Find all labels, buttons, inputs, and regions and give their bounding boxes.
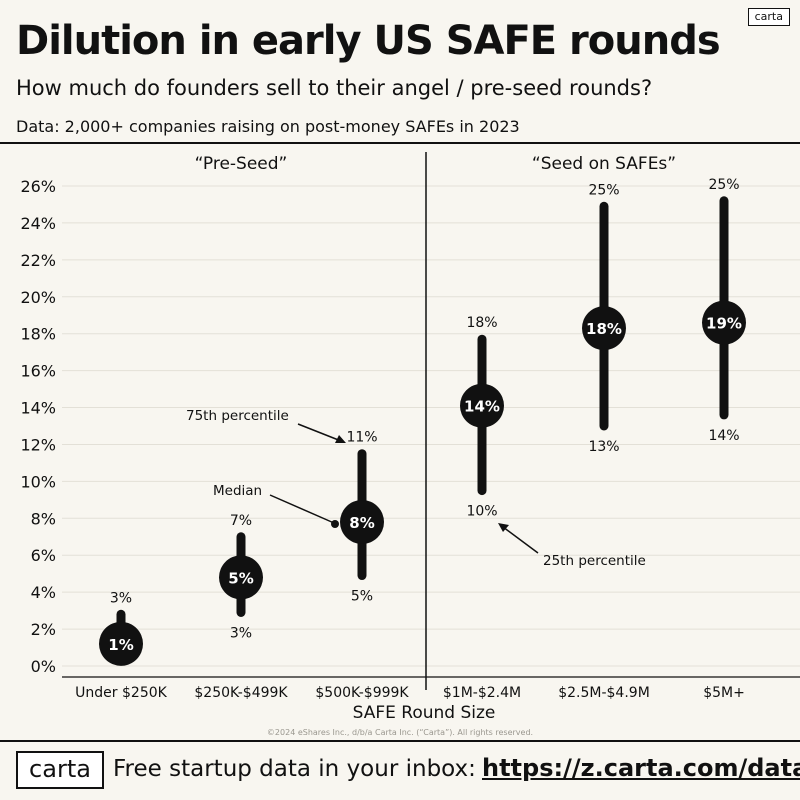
group-label-seed-on-safes: “Seed on SAFEs”	[532, 154, 676, 174]
median-label: 8%	[349, 514, 374, 532]
y-tick-label: 18%	[20, 325, 56, 344]
median-dot	[340, 500, 384, 544]
p75-label: 18%	[466, 315, 497, 331]
median-dot	[582, 306, 626, 351]
x-tick-label: $5M+	[703, 685, 745, 701]
annotation-arrow-25th	[502, 526, 539, 554]
dilution-chart: 0% 2% 4% 6% 8% 10% 12% 14% 16% 18% 20% 22% 24% 26% “Pr…	[20, 152, 800, 737]
p75-label: 3%	[110, 590, 132, 606]
median-dot	[219, 555, 263, 600]
page-title: Dilution in early US SAFE rounds	[16, 18, 721, 64]
y-tick-label: 16%	[20, 362, 56, 381]
x-tick-label: $1M-$2.4M	[443, 685, 521, 701]
median-dot	[99, 621, 143, 666]
newsletter-link[interactable]: https://z.carta.com/data	[482, 754, 800, 782]
median-label: 19%	[706, 315, 742, 333]
x-tick-label: $250K-$499K	[194, 685, 288, 701]
p75-label: 7%	[230, 513, 252, 529]
p75-label: 11%	[346, 430, 377, 446]
footer-text: Free startup data in your inbox:	[113, 756, 476, 782]
y-tick-label: 2%	[31, 620, 56, 639]
median-dot	[460, 383, 504, 428]
copyright-text: ©2024 eShares Inc., d/b/a Carta Inc. (“C…	[267, 728, 533, 737]
x-axis-title: SAFE Round Size	[353, 703, 496, 723]
p25-label: 3%	[230, 625, 252, 641]
group-label-pre-seed: “Pre-Seed”	[195, 154, 288, 174]
x-tick-label: $500K-$999K	[315, 685, 409, 701]
y-tick-label: 12%	[20, 435, 56, 454]
y-tick-label: 6%	[31, 546, 56, 565]
annotation-arrowhead-75th	[335, 435, 346, 443]
carta-badge: carta	[747, 8, 790, 26]
y-tick-label: 0%	[31, 657, 56, 676]
footer: carta Free startup data in your inbox: h…	[0, 744, 800, 800]
p75-label: 25%	[588, 182, 619, 198]
annotation-75th-percentile: 75th percentile	[186, 408, 289, 424]
y-tick-label: 24%	[20, 214, 56, 233]
y-tick-label: 20%	[20, 288, 56, 307]
annotation-line-median	[269, 494, 335, 524]
p25-label: 5%	[351, 589, 373, 605]
y-tick-label: 4%	[31, 583, 56, 602]
median-label: 14%	[464, 398, 500, 416]
y-tick-label: 22%	[20, 251, 56, 270]
median-label: 1%	[108, 636, 133, 654]
x-tick-label: Under $250K	[75, 685, 167, 701]
p25-label: 14%	[708, 428, 739, 444]
data-source-note: Data: 2,000+ companies raising on post-m…	[16, 117, 520, 136]
footer-divider	[0, 740, 800, 742]
page-subtitle: How much do founders sell to their angel…	[16, 76, 653, 100]
p75-label: 25%	[708, 177, 739, 193]
median-label: 5%	[228, 569, 253, 587]
annotation-dot-median	[331, 520, 339, 528]
y-tick-label: 8%	[31, 509, 56, 528]
annotation-25th-percentile: 25th percentile	[543, 553, 646, 569]
carta-logo[interactable]: carta	[16, 751, 104, 789]
y-tick-label: 10%	[20, 472, 56, 491]
median-label: 18%	[586, 320, 622, 338]
x-tick-label: $2.5M-$4.9M	[558, 685, 650, 701]
p25-label: 10%	[466, 504, 497, 520]
p25-label: 13%	[588, 439, 619, 455]
header-divider	[0, 142, 800, 144]
annotation-arrowhead-25th	[498, 523, 509, 532]
y-tick-label: 14%	[20, 399, 56, 418]
annotation-arrow-75th	[297, 423, 342, 442]
median-dot	[702, 300, 746, 345]
annotation-median: Median	[213, 483, 262, 499]
y-tick-label: 26%	[20, 177, 56, 196]
